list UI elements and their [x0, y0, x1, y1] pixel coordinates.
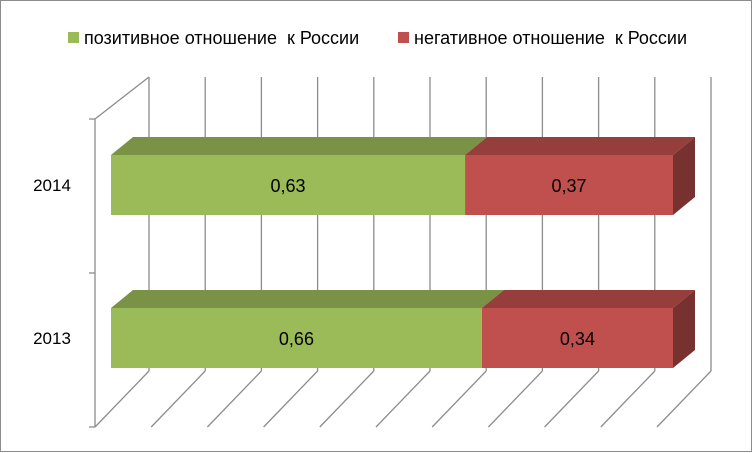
bar-2013-1	[481, 308, 673, 368]
data-label-2013-1: 0,34	[560, 329, 595, 349]
bar-2013-0	[111, 308, 482, 368]
data-label-2013-0: 0,66	[279, 329, 314, 349]
legend: позитивное отношение к России негативное…	[68, 28, 687, 48]
category-label-2013: 2013	[33, 329, 71, 348]
bar-side-2013	[673, 290, 695, 368]
gridline-floor	[150, 370, 206, 428]
legend-label-positive: позитивное отношение к России	[84, 28, 359, 48]
gridline-floor	[319, 370, 375, 428]
category-label-2014: 2014	[33, 176, 71, 195]
category-axis: 2014 2013	[33, 118, 96, 428]
gridline-floor	[206, 370, 262, 428]
legend-swatch-negative	[398, 32, 409, 43]
bar-2014-0	[111, 155, 466, 215]
gridline-floor	[263, 370, 319, 428]
gridline-floor	[600, 370, 656, 428]
gridline-floor	[94, 370, 150, 428]
gridline-floor	[375, 370, 431, 428]
bar-top-2013-0	[111, 290, 504, 308]
gridline-floor	[431, 370, 487, 428]
gridline-floor	[487, 370, 543, 428]
bar-top-2013-1	[481, 290, 695, 308]
bar-top-2014-0	[111, 137, 488, 155]
data-label-2014-0: 0,63	[271, 176, 306, 196]
wall-edge	[94, 76, 150, 120]
data-label-2014-1: 0,37	[552, 176, 587, 196]
bar-side-2014	[673, 137, 695, 215]
legend-label-negative: негативное отношение к России	[414, 28, 687, 48]
grid	[94, 76, 712, 428]
bar-2014-1	[465, 155, 673, 215]
gridline-floor	[656, 370, 712, 428]
bar-top-2014-1	[465, 137, 695, 155]
gridline-floor	[544, 370, 600, 428]
bars: 0,63 0,37 0,66 0,34	[111, 137, 695, 368]
legend-swatch-positive	[68, 32, 79, 43]
